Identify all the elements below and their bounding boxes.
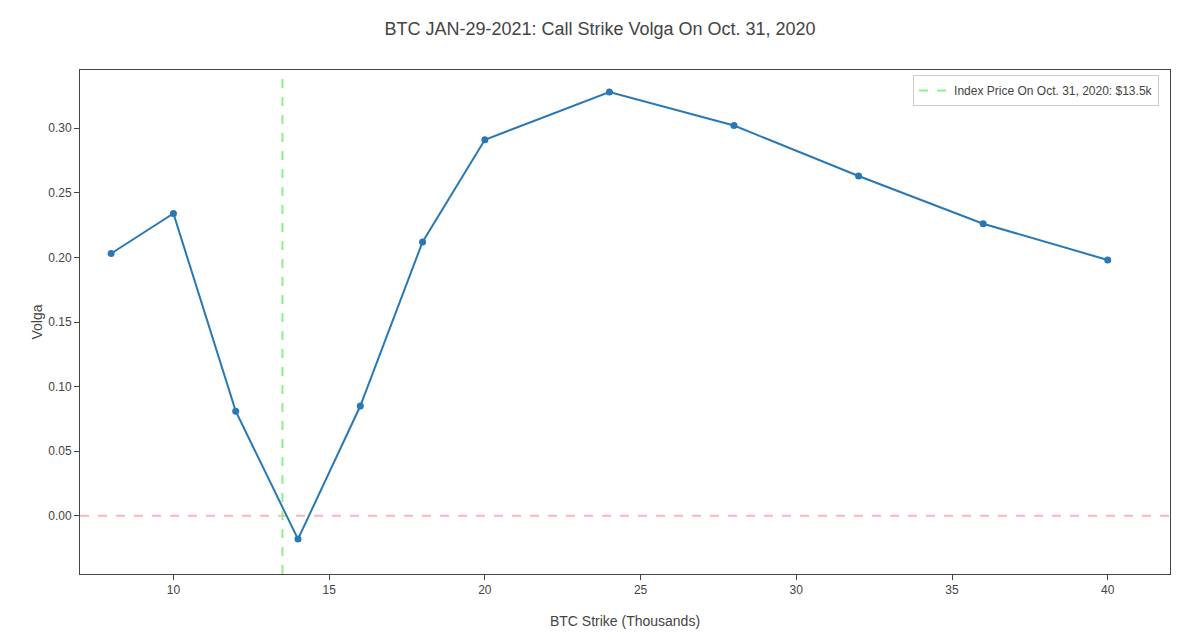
svg-text:10: 10 — [167, 583, 181, 597]
svg-text:20: 20 — [478, 583, 492, 597]
svg-text:BTC Strike (Thousands): BTC Strike (Thousands) — [550, 613, 700, 629]
svg-text:0.30: 0.30 — [48, 121, 72, 135]
svg-text:0.15: 0.15 — [48, 315, 72, 329]
svg-text:0.25: 0.25 — [48, 186, 72, 200]
svg-text:35: 35 — [945, 583, 959, 597]
svg-text:Index Price On Oct. 31, 2020:: Index Price On Oct. 31, 2020: $13.5k — [954, 84, 1152, 98]
svg-text:0.10: 0.10 — [48, 380, 72, 394]
svg-text:30: 30 — [790, 583, 804, 597]
svg-text:BTC JAN-29-2021: Call Strike V: BTC JAN-29-2021: Call Strike Volga On Oc… — [384, 19, 815, 39]
svg-text:0.05: 0.05 — [48, 444, 72, 458]
svg-text:0.00: 0.00 — [48, 509, 72, 523]
svg-text:25: 25 — [634, 583, 648, 597]
svg-text:0.20: 0.20 — [48, 251, 72, 265]
svg-text:Volga: Volga — [29, 304, 45, 339]
svg-text:40: 40 — [1101, 583, 1115, 597]
svg-text:15: 15 — [322, 583, 336, 597]
